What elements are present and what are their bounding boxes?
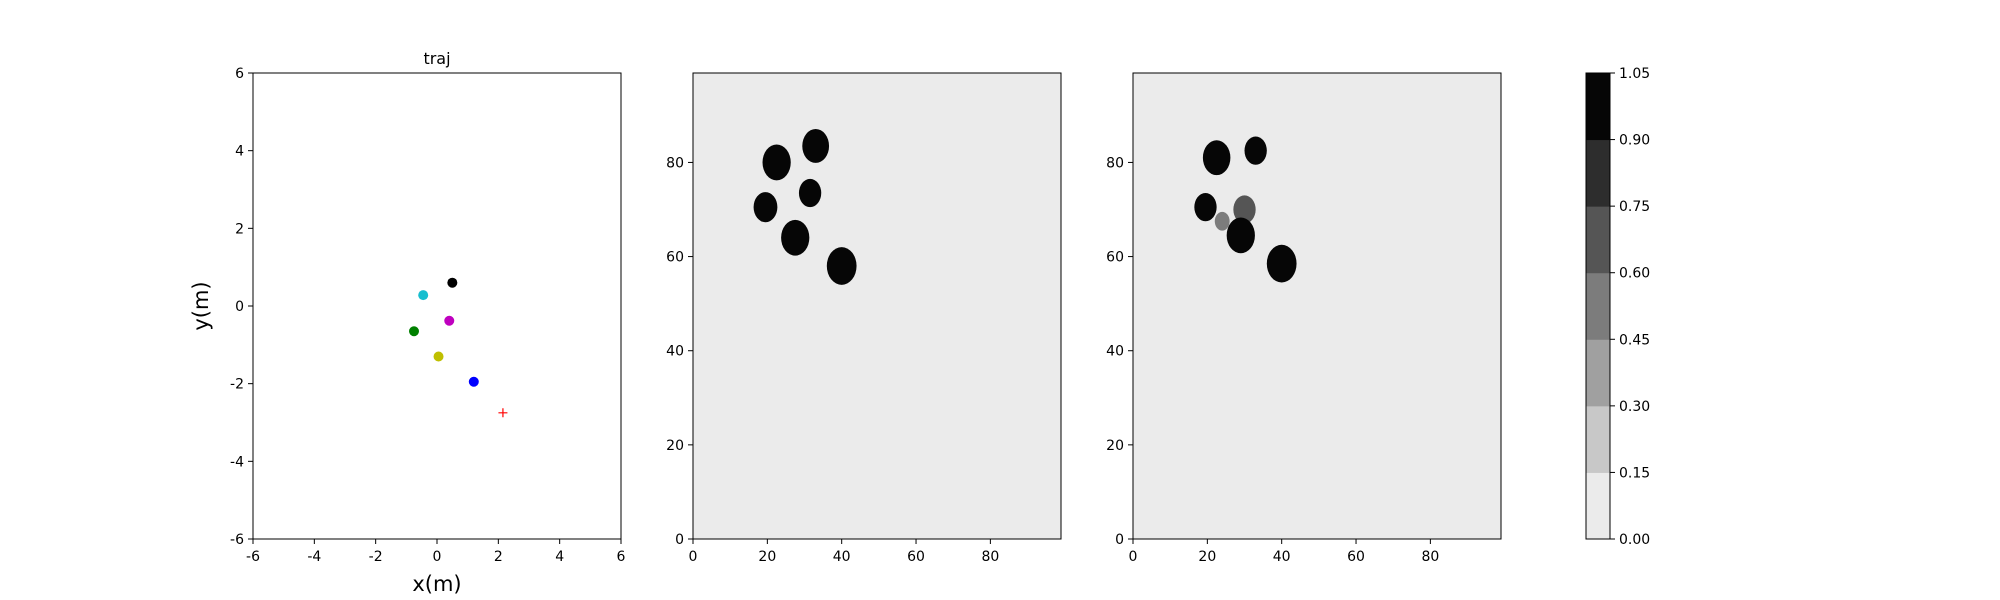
colorbar-tick-label: 0.00 bbox=[1619, 532, 1650, 548]
chart-title: traj bbox=[423, 49, 450, 68]
trajectory-plot: -6 -4 -2 0 2 4 6 -6 -4 -2 0 2 4 6 traj x(m) y(m) bbox=[189, 49, 626, 596]
y-tick-label: 2 bbox=[235, 221, 244, 237]
y-tick-label: 20 bbox=[1106, 438, 1124, 454]
obstacle-blob bbox=[1266, 244, 1297, 283]
agent-point bbox=[447, 277, 458, 288]
agent-point bbox=[433, 351, 444, 362]
y-tick-label: 80 bbox=[1106, 155, 1124, 171]
obstacle-blob bbox=[1233, 195, 1256, 224]
x-tick-label: 6 bbox=[617, 549, 626, 565]
x-tick-label: -4 bbox=[307, 549, 321, 565]
colorbar-tick-label: 1.05 bbox=[1619, 66, 1650, 82]
goal-marker bbox=[498, 408, 508, 418]
obstacle-blob bbox=[753, 192, 778, 223]
x-tick-label: 40 bbox=[1273, 549, 1291, 565]
x-tick-label: -6 bbox=[246, 549, 260, 565]
x-tick-label: 60 bbox=[1347, 549, 1365, 565]
y-tick-label: 20 bbox=[666, 438, 684, 454]
x-tick-label: 20 bbox=[1198, 549, 1216, 565]
obstacle-blob bbox=[826, 247, 857, 285]
occupancy-map-predicted: 0 20 40 60 80 0 20 40 60 80 bbox=[1106, 72, 1502, 565]
obstacle-blob bbox=[781, 219, 810, 256]
y-tick-label: -2 bbox=[230, 377, 244, 393]
y-tick-label: 40 bbox=[1106, 344, 1124, 360]
colorbar-tick-label: 0.90 bbox=[1619, 133, 1650, 149]
colorbar-tick-label: 0.30 bbox=[1619, 399, 1650, 415]
agent-point bbox=[444, 315, 455, 326]
colorbar-band bbox=[1586, 73, 1610, 141]
y-tick-label: 0 bbox=[235, 299, 244, 315]
y-tick-label: 40 bbox=[666, 344, 684, 360]
axes-frame bbox=[252, 72, 622, 540]
map-background bbox=[693, 73, 1061, 539]
y-tick-label: 0 bbox=[1115, 532, 1124, 548]
x-tick-label: 40 bbox=[833, 549, 851, 565]
axes-frame bbox=[1132, 72, 1502, 540]
map-background bbox=[1133, 73, 1501, 539]
y-tick-label: 60 bbox=[666, 250, 684, 266]
obstacle-blob bbox=[1194, 193, 1217, 222]
x-tick-label: 0 bbox=[689, 549, 698, 565]
colorbar-tick-label: 0.15 bbox=[1619, 465, 1650, 481]
obstacle-blob bbox=[802, 129, 830, 163]
x-tick-label: 80 bbox=[981, 549, 999, 565]
y-tick-label: -6 bbox=[230, 532, 244, 548]
y-tick-label: 0 bbox=[675, 532, 684, 548]
obstacle-blob bbox=[762, 144, 791, 181]
obstacle-blob bbox=[1214, 211, 1230, 231]
colorbar-frame bbox=[1585, 72, 1611, 540]
agent-point bbox=[409, 326, 419, 337]
x-tick-label: 80 bbox=[1421, 549, 1439, 565]
obstacle-blob bbox=[1244, 136, 1267, 165]
colorbar: 0.00 0.15 0.30 0.45 0.60 0.75 0.90 1.05 bbox=[1585, 66, 1650, 548]
y-tick-label: 60 bbox=[1106, 250, 1124, 266]
x-tick-label: 60 bbox=[907, 549, 925, 565]
agent-point bbox=[468, 376, 479, 387]
obstacle-blob bbox=[1202, 140, 1231, 176]
x-tick-label: 0 bbox=[433, 549, 442, 565]
obstacle-blob bbox=[798, 178, 822, 208]
x-tick-label: 2 bbox=[494, 549, 503, 565]
x-tick-label: 20 bbox=[758, 549, 776, 565]
occupancy-map-ground-truth: 0 20 40 60 80 0 20 40 60 80 bbox=[666, 72, 1062, 565]
agent-point bbox=[418, 290, 429, 301]
x-tick-label: 4 bbox=[555, 549, 564, 565]
colorbar-band bbox=[1586, 339, 1610, 407]
colorbar-band bbox=[1586, 206, 1610, 274]
x-tick-label: -2 bbox=[369, 549, 383, 565]
colorbar-band bbox=[1586, 272, 1610, 340]
axes-frame bbox=[692, 72, 1062, 540]
colorbar-band bbox=[1586, 139, 1610, 207]
y-tick-label: -4 bbox=[230, 454, 244, 470]
colorbar-band bbox=[1586, 472, 1610, 540]
x-tick-label: 0 bbox=[1129, 549, 1138, 565]
y-tick-label: 80 bbox=[666, 155, 684, 171]
colorbar-tick-label: 0.45 bbox=[1619, 332, 1650, 348]
x-axis-label: x(m) bbox=[412, 572, 461, 596]
y-tick-label: 4 bbox=[235, 144, 244, 160]
colorbar-band bbox=[1586, 405, 1610, 473]
y-axis-label: y(m) bbox=[189, 281, 213, 330]
colorbar-tick-label: 0.60 bbox=[1619, 266, 1650, 282]
y-tick-label: 6 bbox=[235, 66, 244, 82]
colorbar-tick-label: 0.75 bbox=[1619, 199, 1650, 215]
obstacle-blob bbox=[1226, 217, 1255, 254]
